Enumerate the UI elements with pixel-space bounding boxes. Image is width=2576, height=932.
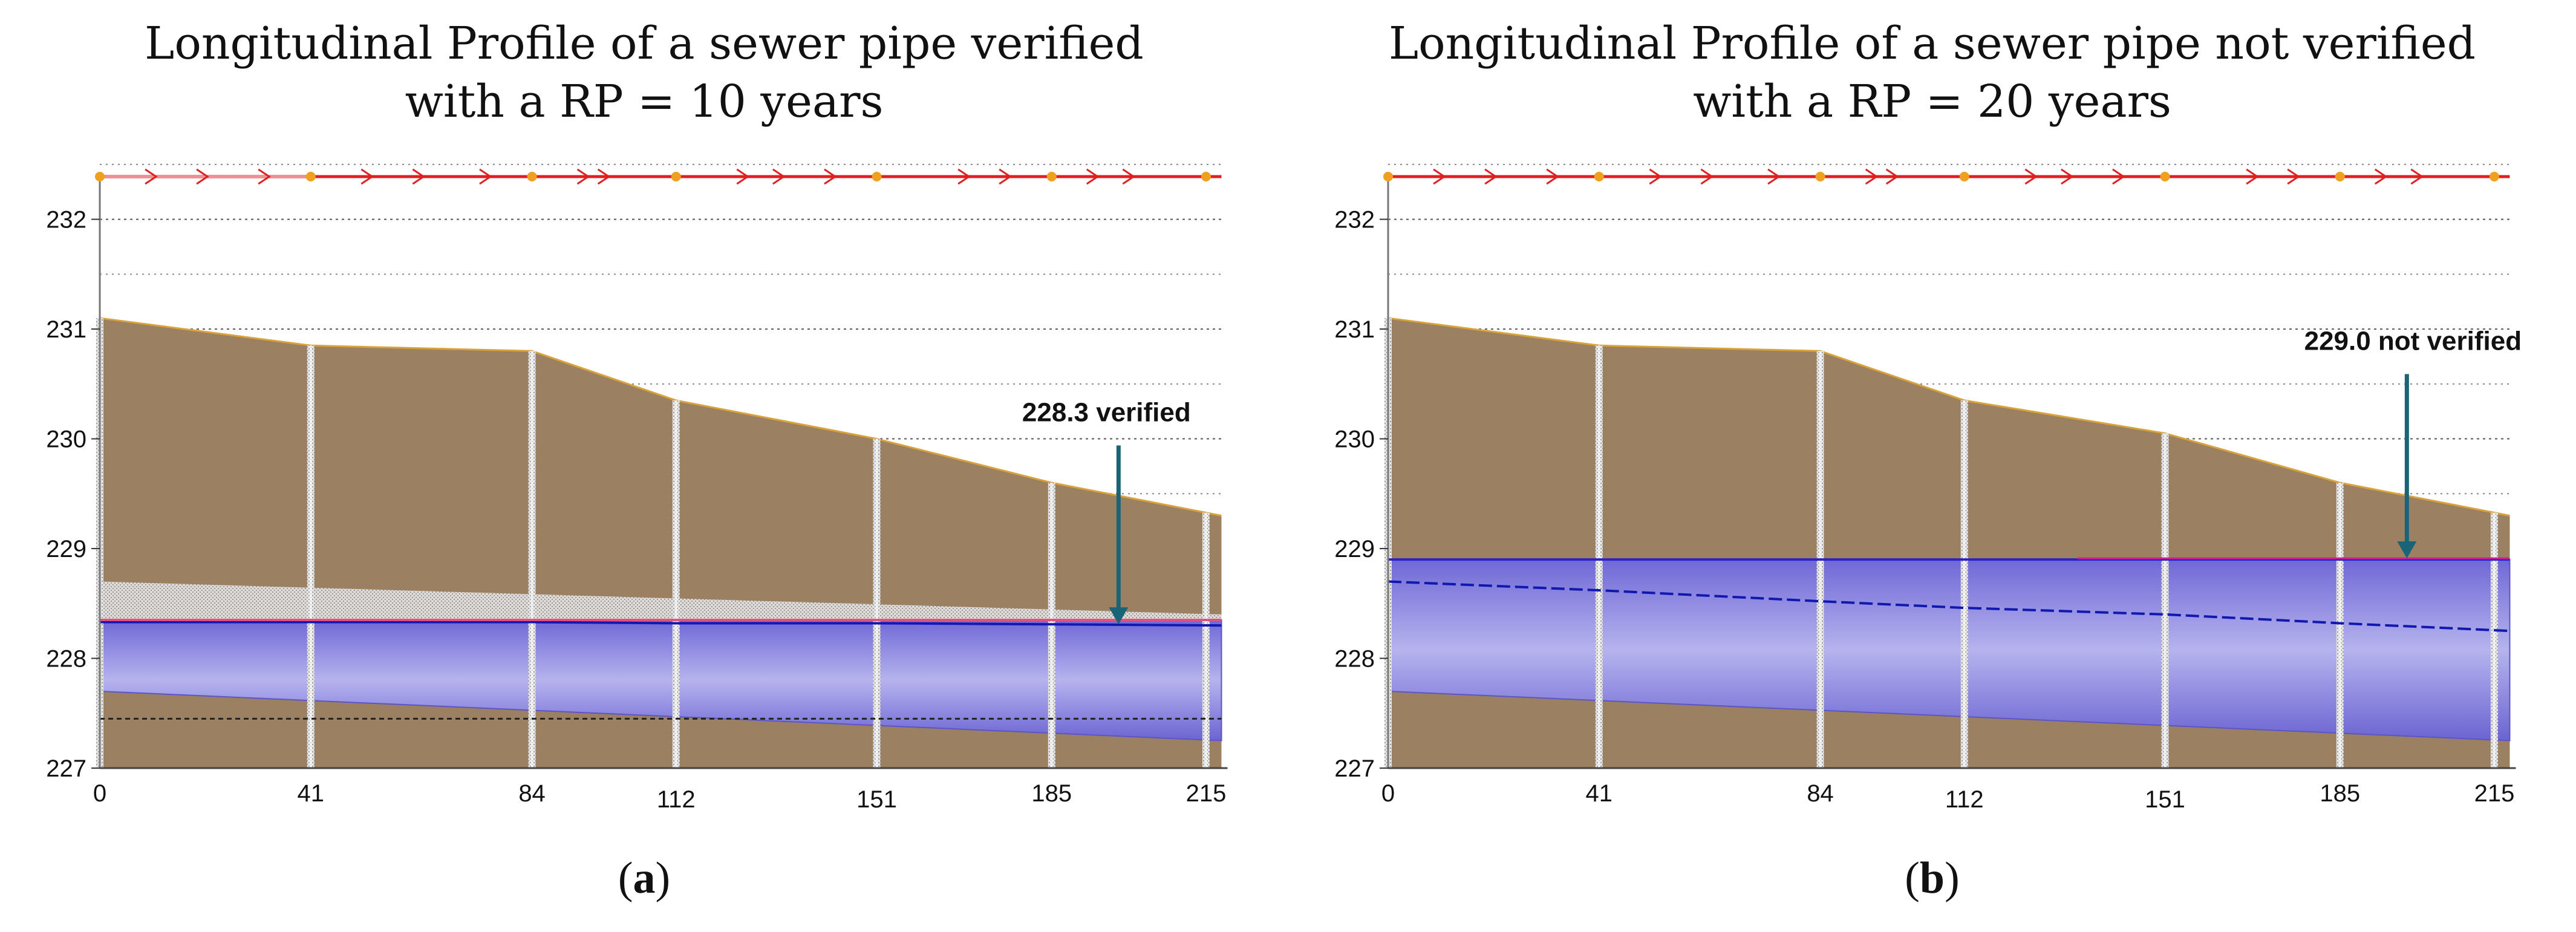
panel-a: Longitudinal Profile of a sewer pipe ver… bbox=[0, 15, 1288, 903]
network-node bbox=[1201, 172, 1211, 181]
flow-arrow-icon bbox=[1546, 168, 1559, 185]
x-tick-label: 0 bbox=[1381, 780, 1395, 807]
flow-arrow-icon bbox=[2061, 168, 2074, 185]
flow-arrow-icon bbox=[2024, 168, 2038, 185]
x-tick-label: 151 bbox=[2145, 786, 2185, 813]
flow-arrow-icon bbox=[1122, 168, 1136, 185]
y-tick-label: 230 bbox=[1334, 426, 1375, 453]
y-tick-label: 230 bbox=[46, 426, 86, 453]
ground-surface-line bbox=[1387, 317, 2510, 517]
x-tick-label: 185 bbox=[1031, 780, 1072, 807]
y-tick-label: 227 bbox=[46, 755, 86, 782]
flow-arrow-icon bbox=[597, 168, 611, 185]
x-tick-label: 112 bbox=[1945, 786, 1984, 813]
flow-arrow-icon bbox=[2246, 168, 2259, 185]
network-node bbox=[2160, 172, 2170, 181]
x-tick-label: 0 bbox=[93, 780, 106, 807]
y-tick-label: 229 bbox=[46, 536, 86, 562]
flow-arrow-icon bbox=[576, 168, 590, 185]
title-line-1: Longitudinal Profile of a sewer pipe ver… bbox=[145, 18, 1144, 70]
x-tick-label: 185 bbox=[2320, 780, 2360, 807]
water-level-line bbox=[100, 621, 1222, 627]
title-line-1: Longitudinal Profile of a sewer pipe not… bbox=[1388, 18, 2476, 70]
network-node bbox=[1959, 172, 1969, 181]
caption-letter: b bbox=[1919, 853, 1945, 903]
network-node bbox=[2335, 172, 2345, 181]
network-node bbox=[305, 172, 316, 181]
flow-arrow-icon bbox=[1767, 168, 1781, 185]
flow-arrow-icon bbox=[1885, 168, 1899, 185]
y-tick-label: 227 bbox=[1334, 755, 1375, 782]
flow-arrow-icon bbox=[1865, 168, 1879, 185]
network-node bbox=[527, 172, 537, 181]
flow-arrow-icon bbox=[196, 168, 209, 185]
network-node bbox=[1046, 172, 1057, 181]
flow-arrow-icon bbox=[1086, 168, 1100, 185]
x-tick-label: 84 bbox=[1807, 780, 1834, 807]
flow-arrow-icon bbox=[2287, 168, 2300, 185]
flow-arrow-icon bbox=[2410, 168, 2424, 185]
flow-arrow-icon bbox=[1649, 168, 1663, 185]
flow-arrow-icon bbox=[479, 168, 492, 185]
panel-b: Longitudinal Profile of a sewer pipe not… bbox=[1288, 0, 2576, 932]
flow-arrow-icon bbox=[145, 168, 158, 185]
x-tick-label: 151 bbox=[856, 786, 897, 813]
network-node bbox=[1594, 172, 1604, 181]
backfill-band bbox=[100, 581, 1222, 620]
annotation-label: 229.0 not verified bbox=[2304, 327, 2522, 356]
network-node bbox=[95, 172, 105, 181]
title-line-2: with a RP = 10 years bbox=[405, 76, 884, 128]
flow-arrow-icon bbox=[736, 168, 750, 185]
chart-title: Longitudinal Profile of a sewer pipe ver… bbox=[0, 15, 1288, 131]
network-node bbox=[1383, 172, 1393, 181]
chart-title: Longitudinal Profile of a sewer pipe not… bbox=[1288, 15, 2576, 131]
network-node bbox=[1815, 172, 1825, 181]
water-level-line bbox=[1387, 580, 2510, 633]
x-tick-label: 215 bbox=[2474, 780, 2515, 807]
x-tick-label: 84 bbox=[518, 780, 546, 807]
annotation-arrow-head bbox=[2397, 541, 2417, 559]
x-tick-label: 41 bbox=[1586, 780, 1613, 807]
title-line-2: with a RP = 20 years bbox=[1693, 76, 2171, 128]
flow-arrow-icon bbox=[1700, 168, 1714, 185]
x-tick-label: 215 bbox=[1186, 780, 1227, 807]
flow-arrow-icon bbox=[1484, 168, 1498, 185]
y-tick-label: 231 bbox=[46, 316, 86, 343]
y-tick-label: 232 bbox=[46, 207, 86, 233]
flow-arrow-icon bbox=[824, 168, 837, 185]
annotation-arrow-head bbox=[1109, 607, 1129, 625]
y-tick-label: 228 bbox=[46, 646, 86, 673]
network-line bbox=[1383, 168, 2510, 185]
flow-arrow-icon bbox=[2112, 168, 2125, 185]
caption-a: (a) bbox=[618, 853, 671, 903]
y-tick-label: 228 bbox=[1334, 646, 1375, 673]
profile-chart-b: 227 228 229 230 231 232 0 41 84 112 151 185 215 229.0… bbox=[1334, 163, 2522, 813]
caption-b: (b) bbox=[1905, 853, 1960, 903]
flow-arrow-icon bbox=[360, 168, 374, 185]
annotation-label: 228.3 verified bbox=[1022, 397, 1191, 427]
flow-arrow-icon bbox=[2374, 168, 2388, 185]
y-tick-label: 231 bbox=[1334, 316, 1375, 343]
network-node bbox=[872, 172, 882, 181]
flow-arrow-icon bbox=[1433, 168, 1446, 185]
flow-arrow-icon bbox=[258, 168, 271, 185]
network-node bbox=[2489, 172, 2499, 181]
flow-arrow-icon bbox=[772, 168, 786, 185]
flow-arrow-icon bbox=[957, 168, 971, 185]
caption-letter: a bbox=[633, 853, 656, 903]
network-line bbox=[95, 168, 1222, 185]
x-tick-label: 41 bbox=[298, 780, 325, 807]
flow-arrow-icon bbox=[412, 168, 426, 185]
profile-chart-a: 227 228 229 230 231 232 0 41 84 112 151 185 215 228.3… bbox=[46, 163, 1228, 813]
network-node bbox=[671, 172, 681, 181]
flow-arrow-icon bbox=[999, 168, 1012, 185]
y-tick-label: 232 bbox=[1334, 207, 1375, 233]
y-tick-label: 229 bbox=[1334, 536, 1375, 562]
x-tick-label: 112 bbox=[657, 786, 696, 813]
ground-surface-line bbox=[99, 317, 1222, 517]
